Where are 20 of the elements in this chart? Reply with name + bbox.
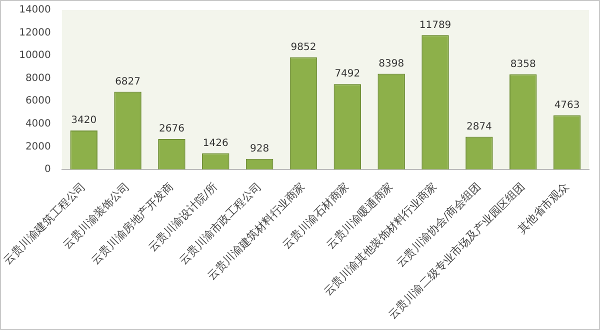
data-label: 4763 [554, 100, 580, 111]
y-tick-label: 10000 [19, 50, 51, 62]
y-tick-label: 12000 [19, 27, 51, 38]
data-label: 8398 [378, 58, 404, 70]
y-tick-label: 6000 [25, 96, 51, 107]
data-label: 8358 [510, 58, 536, 70]
data-label: 2676 [158, 124, 184, 135]
data-label: 928 [250, 143, 270, 154]
y-tick-label: 14000 [19, 4, 51, 16]
y-tick-label: 8000 [25, 72, 51, 84]
data-label: 3420 [71, 115, 97, 126]
data-label: 9852 [290, 42, 316, 53]
y-tick-label: 4000 [25, 118, 51, 130]
data-label: 11789 [419, 20, 452, 31]
data-label: 7492 [334, 68, 360, 80]
y-tick-label: 2000 [25, 141, 51, 152]
data-label: 6827 [115, 76, 141, 88]
data-label: 2874 [466, 121, 492, 132]
data-label: 1426 [202, 138, 228, 149]
y-tick-label: 0 [44, 164, 51, 176]
